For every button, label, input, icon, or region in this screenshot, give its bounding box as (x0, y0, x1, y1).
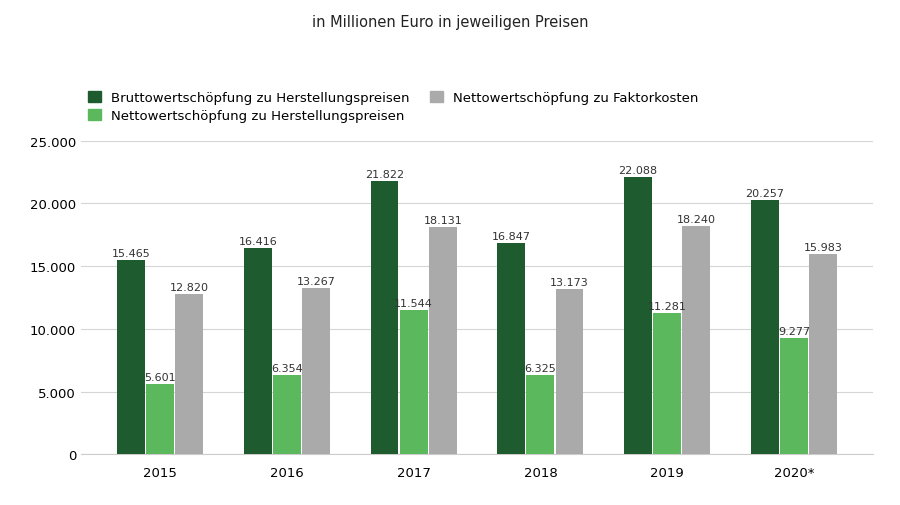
Bar (428, 227, 456, 454)
Bar (371, 181, 399, 454)
Bar (555, 289, 583, 454)
Text: 16.416: 16.416 (238, 237, 277, 247)
Bar (146, 384, 174, 454)
Bar (624, 178, 652, 454)
Text: 18.131: 18.131 (423, 216, 462, 225)
Text: 15.465: 15.465 (112, 249, 150, 259)
Bar (751, 201, 778, 454)
Text: 20.257: 20.257 (745, 189, 784, 199)
Text: 21.822: 21.822 (364, 169, 404, 179)
Bar (780, 338, 808, 454)
Text: 12.820: 12.820 (170, 282, 209, 292)
Text: 6.354: 6.354 (271, 363, 302, 373)
Text: 5.601: 5.601 (144, 372, 176, 382)
Text: 22.088: 22.088 (618, 166, 658, 176)
Bar (302, 288, 330, 454)
Text: 15.983: 15.983 (804, 242, 842, 252)
Text: 6.325: 6.325 (525, 363, 556, 373)
Bar (273, 375, 301, 454)
Bar (244, 249, 272, 454)
Text: 9.277: 9.277 (778, 326, 810, 336)
Bar (809, 255, 837, 454)
Text: 11.281: 11.281 (648, 301, 687, 311)
Text: 18.240: 18.240 (677, 214, 716, 224)
Bar (653, 313, 681, 454)
Bar (498, 243, 526, 454)
Bar (682, 226, 710, 454)
Text: 11.544: 11.544 (394, 298, 433, 308)
Text: 13.267: 13.267 (297, 276, 336, 286)
Legend: Bruttowertschöpfung zu Herstellungspreisen, Nettowertschöpfung zu Herstellungspr: Bruttowertschöpfung zu Herstellungspreis… (87, 91, 698, 123)
Bar (400, 310, 428, 454)
Text: 16.847: 16.847 (491, 231, 531, 241)
Text: in Millionen Euro in jeweiligen Preisen: in Millionen Euro in jeweiligen Preisen (311, 15, 589, 30)
Text: 13.173: 13.173 (550, 278, 589, 287)
Bar (117, 261, 145, 454)
Bar (176, 294, 203, 454)
Bar (526, 375, 554, 454)
